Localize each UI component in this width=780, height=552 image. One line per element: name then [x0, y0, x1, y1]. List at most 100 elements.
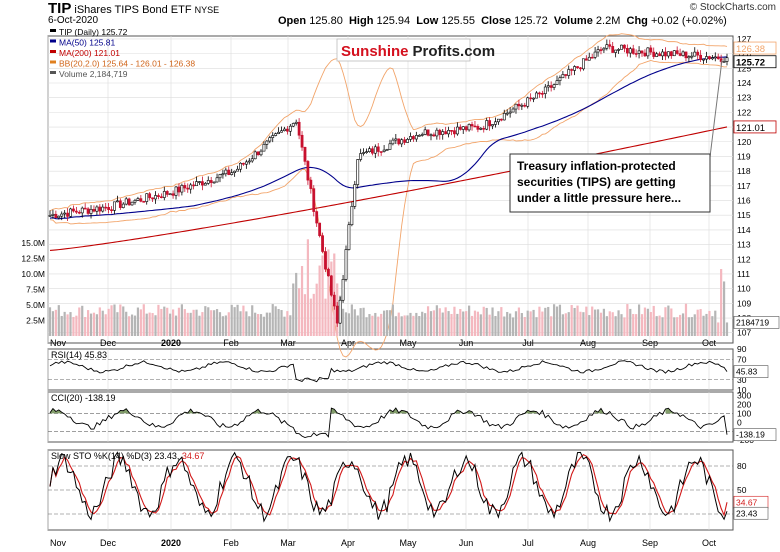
candle-body [658, 53, 661, 57]
legend-swatch [50, 60, 56, 64]
annotation-line: Treasury inflation-protected [517, 159, 676, 173]
volume-bar [511, 317, 515, 336]
volume-bar [652, 305, 655, 336]
volume-bar [262, 316, 266, 336]
price-tick-label: 111 [737, 269, 750, 279]
volume-bar [69, 312, 72, 336]
candle-body [151, 197, 154, 200]
cci-tick-label: 100 [737, 408, 751, 418]
volume-bar [699, 309, 702, 336]
volume-bar [251, 305, 254, 336]
candle-body [602, 47, 606, 51]
candle-body [558, 77, 562, 81]
volume-bar [125, 311, 128, 336]
candle-body [666, 51, 670, 57]
rsi-tick-label: 30 [737, 375, 747, 385]
volume-bar [78, 307, 81, 336]
volume-bar [722, 281, 726, 336]
candle-body [637, 50, 641, 54]
month-label-lower: Aug [580, 538, 596, 548]
candle-body [508, 111, 512, 114]
volume-bar [154, 315, 157, 336]
volume-bar [271, 304, 274, 336]
volume-bar [265, 312, 268, 336]
price-tick-label: 124 [737, 78, 751, 88]
candle-body [259, 150, 263, 156]
volume-bar [116, 312, 119, 336]
candle-body [92, 209, 96, 212]
candle-body [312, 188, 316, 212]
volume-bar [550, 316, 553, 336]
candle-body [359, 153, 363, 160]
volume-bar [283, 316, 286, 336]
candle-body [347, 224, 351, 250]
candle-body [535, 92, 538, 99]
volume-bar [582, 312, 585, 336]
candle-body [294, 121, 298, 124]
candle-body [502, 113, 506, 121]
candle-body [362, 152, 365, 154]
month-label-upper: Sep [642, 338, 658, 348]
volume-bar [476, 311, 479, 336]
volume-bar [626, 304, 629, 336]
chg-label: Chg [626, 15, 648, 27]
candle-body [552, 84, 556, 88]
volume-bar [538, 306, 541, 336]
candle-body [318, 222, 322, 236]
candle-body [148, 193, 152, 199]
month-label-lower: Dec [100, 538, 117, 548]
volume-bar [177, 307, 181, 336]
volume-bar [198, 315, 201, 336]
volume-bar [544, 307, 547, 336]
candle-body [373, 146, 377, 154]
volume-bar [450, 313, 453, 336]
volume-bar [421, 311, 424, 336]
price-tick-label: 107 [737, 328, 751, 338]
candle-body [86, 208, 90, 214]
volume-bar [374, 312, 377, 336]
candle-body [288, 125, 292, 132]
candle-body [72, 208, 75, 212]
candle-body [379, 151, 383, 153]
month-label-upper: Apr [341, 338, 355, 348]
volume-bar [441, 312, 444, 336]
candle-body [643, 52, 647, 57]
candle-body [189, 184, 193, 190]
chg-value: +0.02 (+0.02%) [650, 15, 727, 27]
legend-entry: BB(20,2.0) 125.64 - 126.01 - 126.38 [59, 59, 195, 69]
volume-bar [526, 310, 529, 336]
candle-body [157, 195, 160, 197]
volume-bar [51, 311, 55, 336]
volume-bar [213, 310, 216, 336]
candle-body [356, 159, 360, 185]
volume-bar [684, 303, 688, 336]
volume-bar [696, 309, 699, 336]
cci-last-box [733, 428, 777, 441]
candle-body [195, 181, 198, 187]
candle-body [186, 187, 190, 190]
candle-body [567, 69, 571, 76]
volume-bar [705, 313, 708, 336]
volume-bar [242, 305, 245, 336]
candle-body [576, 66, 579, 69]
price-tick-label: 115 [737, 210, 751, 220]
volume-bar [128, 316, 131, 336]
volume-bar [494, 315, 497, 336]
candle-body [649, 47, 653, 53]
rsi-tick-label: 70 [737, 354, 747, 364]
rsi-tick-label: 90 [737, 344, 747, 354]
candle-body [309, 179, 313, 189]
volume-bar [576, 305, 579, 336]
month-label-lower: Apr [341, 538, 355, 548]
legend-swatch [50, 39, 56, 43]
volume-bar [479, 314, 482, 336]
candle-body [247, 160, 251, 163]
volume-bar [599, 312, 603, 336]
month-label-lower: Nov [50, 538, 67, 548]
candle-body [335, 305, 339, 324]
candle-body [523, 104, 527, 107]
candle-body [265, 140, 269, 145]
candle-body [104, 206, 108, 209]
candle-body [584, 58, 588, 61]
candle-body [133, 200, 137, 203]
